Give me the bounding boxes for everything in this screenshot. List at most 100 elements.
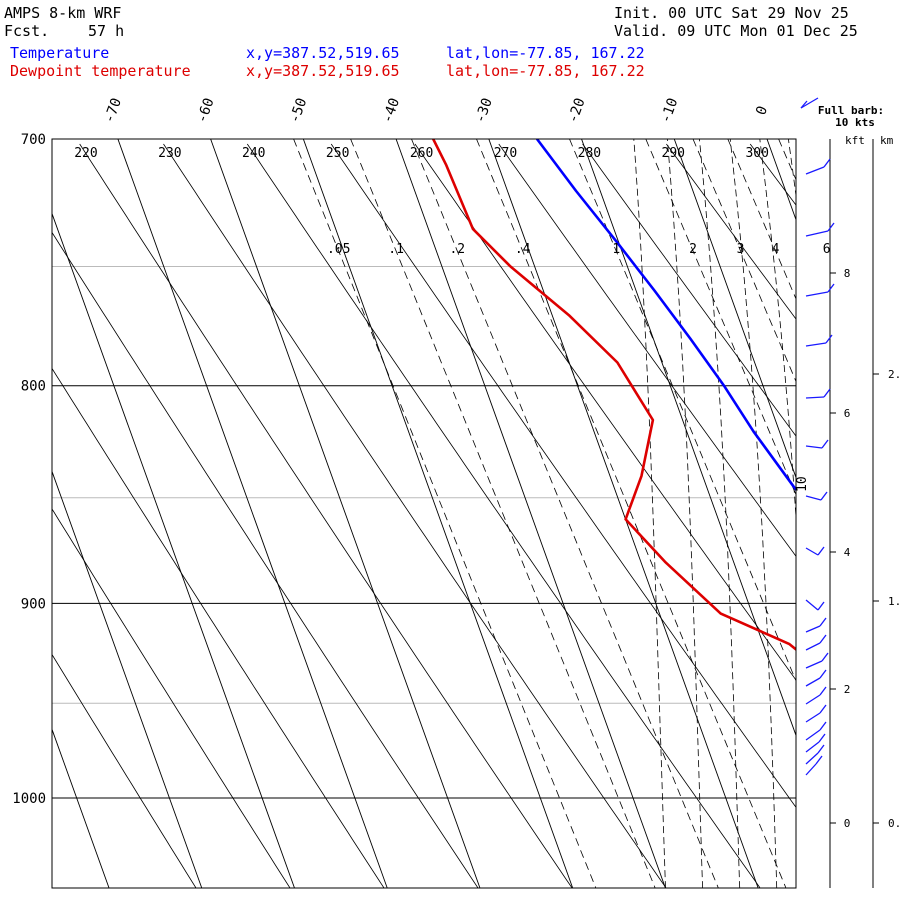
isotherm — [210, 139, 481, 888]
moist-adiabat — [666, 139, 703, 888]
dry-adiabat-label: 300 — [745, 146, 768, 161]
dry-adiabat — [246, 143, 761, 888]
wind-barb-flag — [817, 601, 825, 611]
temperature-tick-label: -60 — [194, 96, 218, 125]
wind-barb-flag — [815, 755, 823, 765]
legend-dewpoint-xy: x,y=387.52,519.65 — [246, 62, 400, 80]
dry-adiabat-label: 270 — [494, 146, 517, 161]
dry-adiabat — [52, 653, 197, 888]
kft-tick-label: 0 — [844, 817, 851, 830]
wind-barb — [805, 445, 823, 449]
temperature-tick-label: -10 — [658, 96, 682, 125]
dry-adiabat-label: 250 — [326, 146, 349, 161]
moist-adiabat — [759, 139, 796, 523]
forecast-hours: 57 h — [88, 22, 125, 40]
wind-barb-flag — [817, 744, 825, 754]
moist-adiabat — [698, 139, 741, 888]
dry-adiabat — [414, 143, 796, 681]
wind-barb — [805, 642, 821, 651]
moist-adiabat — [893, 112, 900, 888]
wind-barb-flag — [827, 222, 835, 232]
mixing-ratio-line — [293, 139, 597, 888]
dry-adiabat — [498, 143, 796, 557]
wind-barb — [805, 763, 817, 776]
mixing-ratio-line — [350, 139, 656, 888]
isotherm — [0, 139, 16, 888]
legend-dewpoint-latlon: lat,lon=-77.85, 167.22 — [446, 62, 645, 80]
mixing-ratio-label: .2 — [449, 242, 465, 257]
dewpoint-trace — [432, 139, 796, 652]
wind-barb — [805, 712, 821, 723]
km-tick-label: 0. — [888, 817, 900, 830]
wind-barb — [805, 547, 819, 556]
legend-dewpoint-name: Dewpoint temperature — [10, 62, 191, 80]
dry-adiabat-label: 290 — [662, 146, 685, 161]
wind-barb-flag — [819, 721, 827, 731]
dry-adiabat — [52, 367, 385, 888]
isotherm — [860, 139, 900, 888]
wind-barb — [805, 230, 829, 237]
height-unit-km: km — [880, 134, 894, 147]
km-tick-label: 2. — [888, 368, 900, 381]
wind-barb-flag — [819, 669, 827, 679]
moist-adiabat — [866, 112, 900, 888]
isotherm — [395, 139, 666, 888]
dry-adiabat-label: 220 — [74, 146, 97, 161]
mixing-ratio-line — [645, 139, 796, 496]
dry-adiabat — [582, 143, 796, 437]
mixing-ratio-label: .05 — [327, 242, 350, 257]
wind-barb — [805, 166, 825, 175]
isotherm — [52, 470, 203, 888]
mixing-ratio-label: 4 — [772, 242, 780, 257]
wind-barb-flag — [825, 334, 833, 344]
wind-barb — [805, 741, 820, 753]
pressure-tick-label: 700 — [21, 132, 46, 148]
pressure-tick-label: 1000 — [12, 791, 46, 807]
legend-temperature-latlon: lat,lon=-77.85, 167.22 — [446, 44, 645, 62]
chart-traces — [432, 139, 796, 652]
chart-header: AMPS 8-km WRF Fcst. 57 h Init. 00 UTC Sa… — [0, 0, 900, 85]
isotherm — [52, 728, 110, 888]
temperature-tick-label: -30 — [472, 96, 496, 125]
mixing-ratio-label: 6 — [823, 242, 831, 257]
mixing-ratio-line — [692, 139, 796, 383]
wind-barb — [805, 677, 821, 687]
isotherm — [488, 139, 759, 888]
mixing-ratio-line — [569, 139, 796, 682]
mixing-ratio-label: .1 — [388, 242, 404, 257]
dry-adiabat-label: 280 — [578, 146, 601, 161]
dry-adiabat-label: 230 — [158, 146, 181, 161]
dry-adiabat — [163, 143, 667, 888]
temperature-tick-label: -20 — [565, 96, 589, 125]
moist-adiabat — [729, 139, 778, 888]
dry-adiabat — [834, 144, 900, 888]
temperature-tick-label: 0 — [753, 104, 771, 117]
wind-barb-flag — [819, 617, 827, 627]
legend-temperature-xy: x,y=387.52,519.65 — [246, 44, 400, 62]
wind-barb-flag — [821, 652, 829, 662]
valid-time: Valid. 09 UTC Mon 01 Dec 25 — [614, 22, 858, 40]
dry-adiabat — [52, 231, 479, 888]
mixing-ratio-line — [727, 139, 796, 300]
wind-barb-flag — [827, 283, 835, 293]
wind-barb-flag — [817, 546, 825, 556]
moist-adiabat — [839, 112, 900, 888]
wind-barb — [805, 660, 823, 669]
dry-adiabat-label: 260 — [410, 146, 433, 161]
wind-barb-flag — [821, 439, 829, 449]
mixing-ratio-label: 2 — [689, 242, 697, 257]
barb-annotation: 10 — [795, 476, 810, 492]
barb-legend-barb — [800, 100, 808, 109]
wind-barb-flag — [823, 158, 831, 168]
barb-legend-label: Full barb: — [818, 104, 884, 117]
wind-barb-flag — [818, 733, 826, 743]
isotherm — [302, 139, 574, 888]
height-unit-kft: kft — [845, 134, 865, 147]
moist-adiabat — [812, 112, 888, 888]
dry-adiabat — [52, 508, 291, 888]
wind-barb — [805, 752, 819, 765]
wind-barb — [805, 729, 821, 741]
temperature-tick-label: -70 — [101, 96, 125, 125]
